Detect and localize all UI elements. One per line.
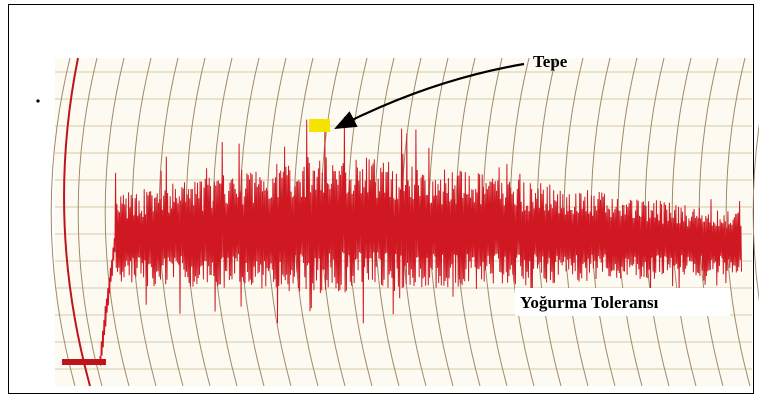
baseline-stub: [62, 359, 106, 365]
farinograph-figure: Tepe Yoğurma Toleransı: [0, 0, 759, 394]
peak-marker: [309, 119, 330, 132]
grid-arc: [753, 58, 759, 386]
peak-label: Tepe: [533, 52, 568, 71]
tolerance-label: Yoğurma Toleransı: [520, 293, 659, 312]
page: {"annotations": {"peak": "Tepe", "tolera…: [0, 0, 759, 394]
dot: [36, 99, 39, 102]
